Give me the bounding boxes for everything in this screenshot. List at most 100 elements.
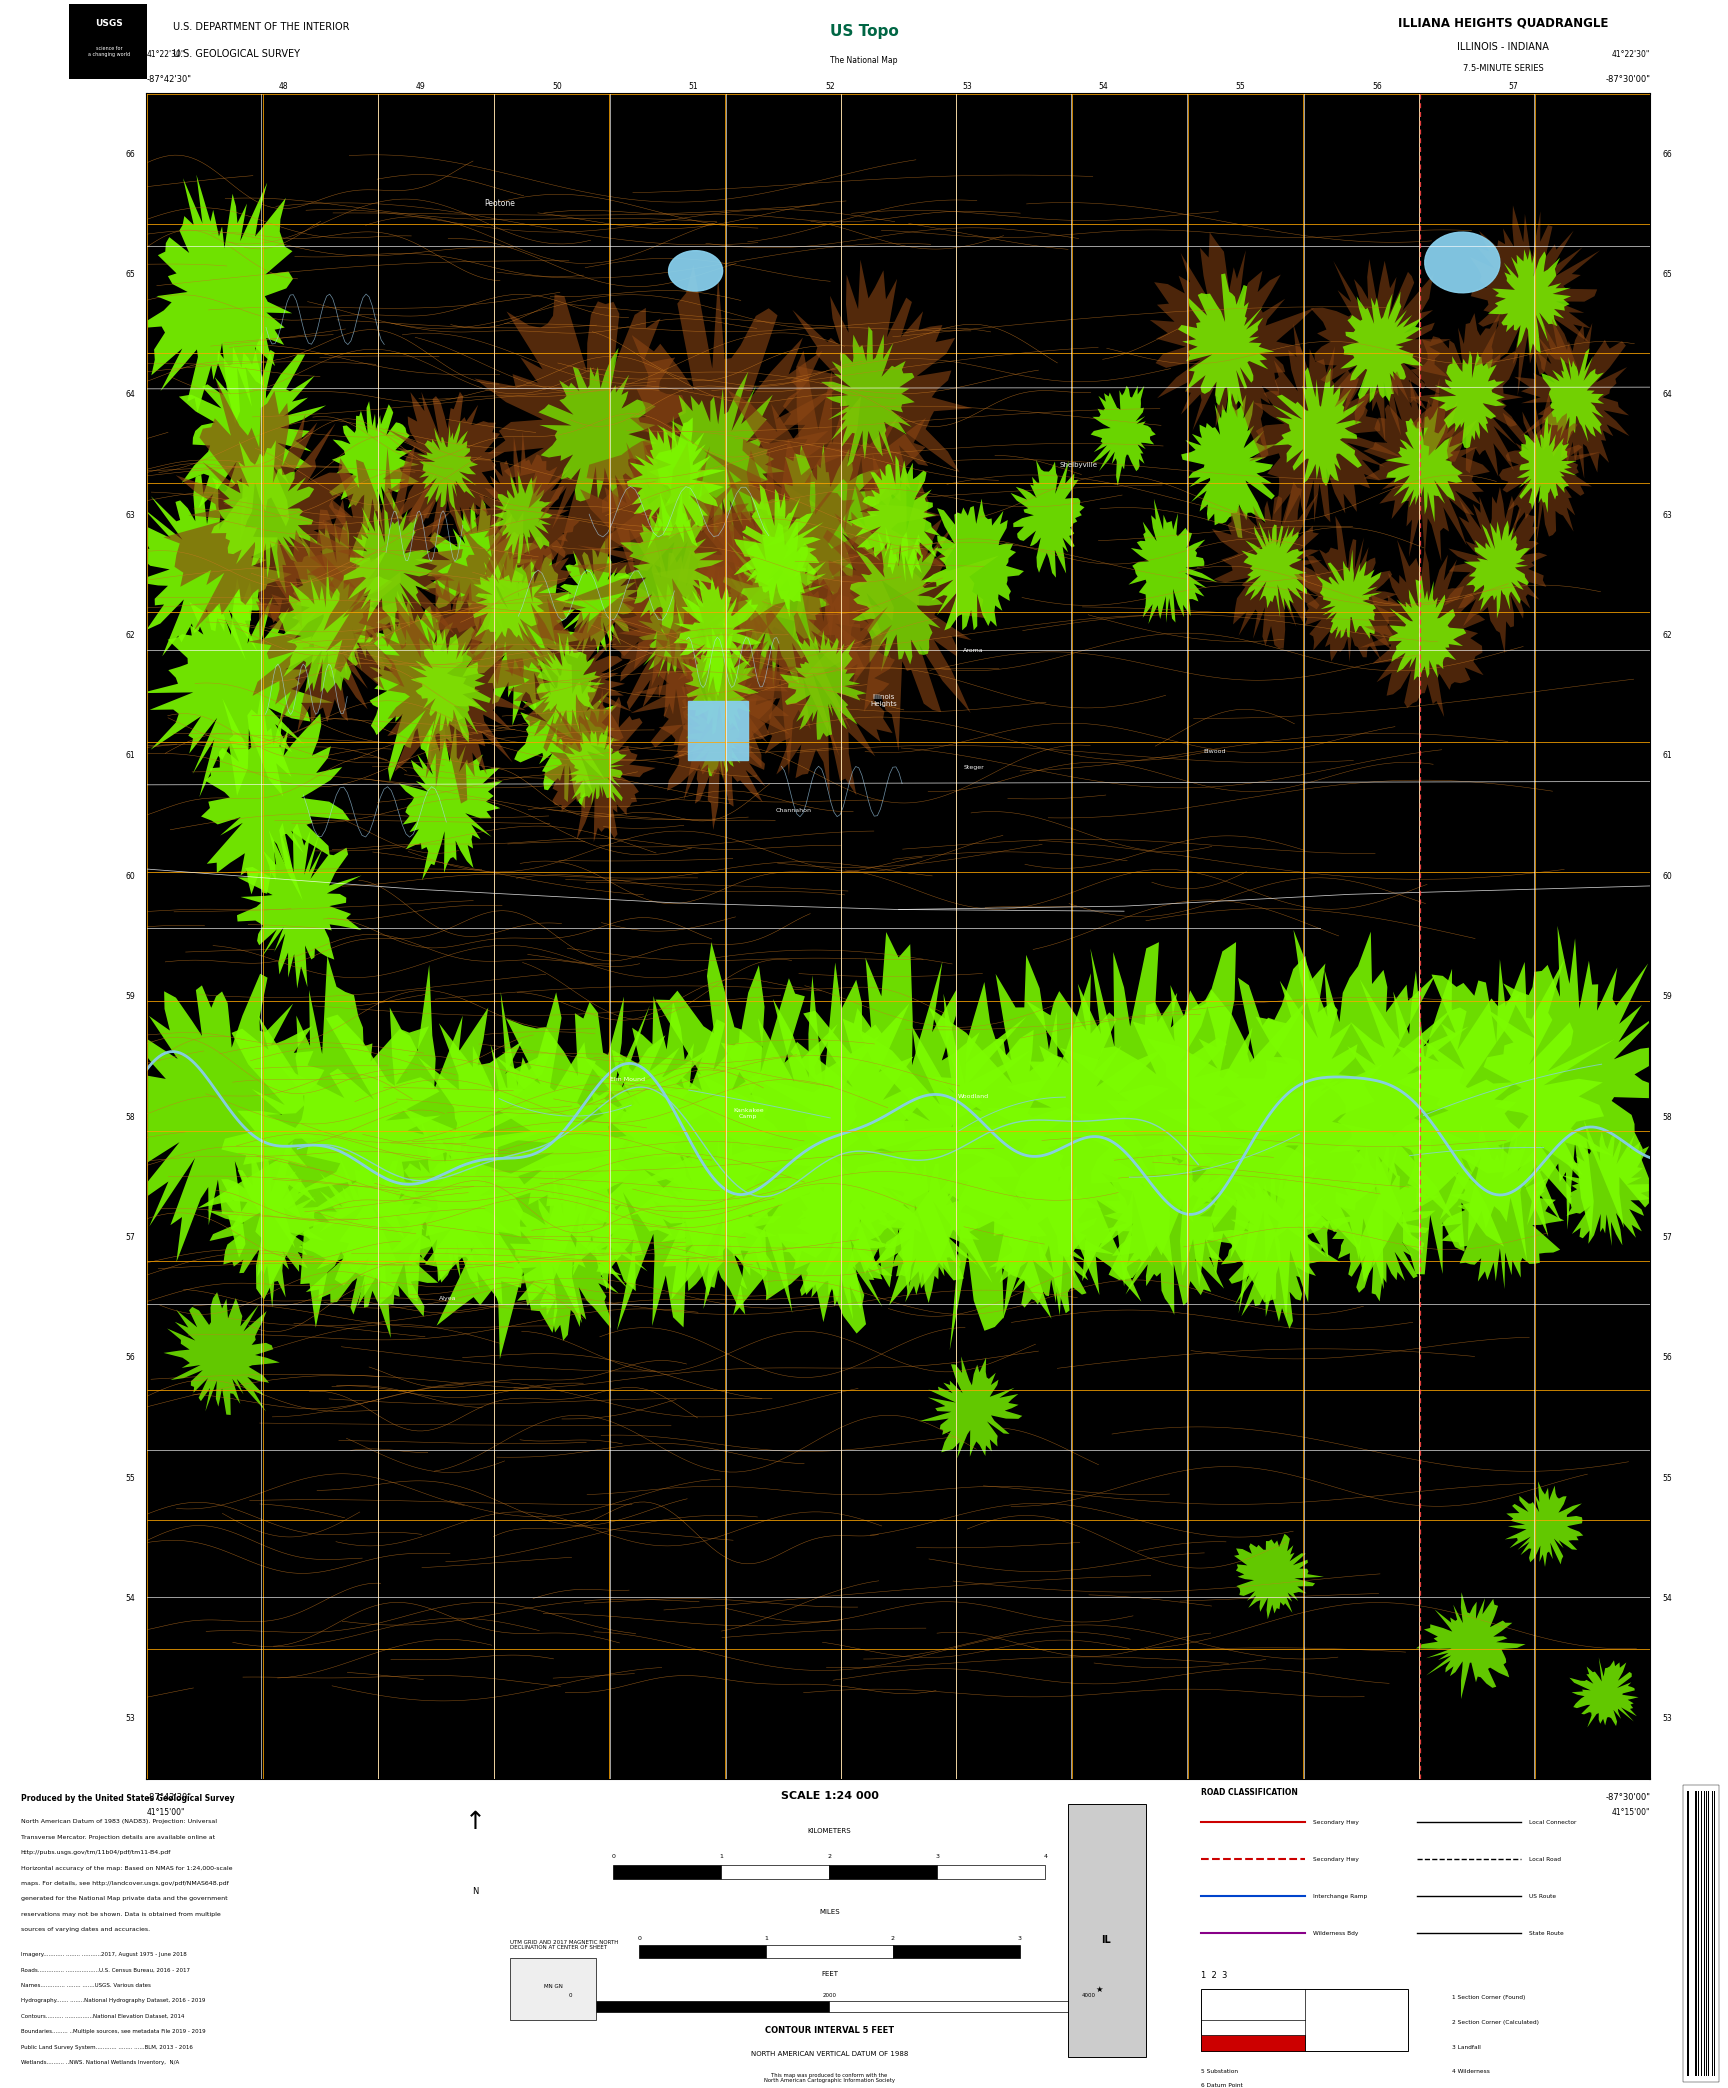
Bar xyxy=(829,2000,1089,2013)
Text: maps. For details, see http://landcover.usgs.gov/pdf/NMAS648.pdf: maps. For details, see http://landcover.… xyxy=(21,1881,228,1885)
Text: 64: 64 xyxy=(124,390,135,399)
Polygon shape xyxy=(902,954,1170,1320)
Polygon shape xyxy=(1360,541,1484,716)
Polygon shape xyxy=(473,996,729,1290)
Text: Contours.......... ................National Elevation Dataset, 2014: Contours.......... ................Natio… xyxy=(21,2013,185,2019)
Text: U.S. DEPARTMENT OF THE INTERIOR: U.S. DEPARTMENT OF THE INTERIOR xyxy=(173,21,349,31)
Polygon shape xyxy=(1317,549,1382,639)
Polygon shape xyxy=(363,591,480,781)
Polygon shape xyxy=(988,1144,1115,1313)
Polygon shape xyxy=(1128,499,1218,624)
Polygon shape xyxy=(1560,1119,1657,1247)
Polygon shape xyxy=(1090,386,1156,487)
Polygon shape xyxy=(662,1136,781,1315)
Polygon shape xyxy=(748,931,1052,1297)
Polygon shape xyxy=(197,956,449,1328)
Polygon shape xyxy=(1182,388,1277,539)
Text: 55: 55 xyxy=(124,1474,135,1482)
Text: ILLINOIS - INDIANA: ILLINOIS - INDIANA xyxy=(1457,42,1550,52)
Text: http://pubs.usgs.gov/tm/11b04/pdf/tm11-B4.pdf: http://pubs.usgs.gov/tm/11b04/pdf/tm11-B… xyxy=(21,1850,171,1854)
Polygon shape xyxy=(1272,367,1365,487)
Polygon shape xyxy=(1220,929,1474,1288)
Polygon shape xyxy=(527,996,795,1330)
Polygon shape xyxy=(1517,416,1578,514)
Text: 2: 2 xyxy=(892,1936,895,1942)
Polygon shape xyxy=(505,597,632,752)
Text: 53: 53 xyxy=(1662,1714,1673,1723)
Polygon shape xyxy=(1488,248,1571,355)
Text: Horizontal accuracy of the map: Based on NMAS for 1:24,000-scale: Horizontal accuracy of the map: Based on… xyxy=(21,1865,232,1871)
Text: ILLIANA HEIGHTS QUADRANGLE: ILLIANA HEIGHTS QUADRANGLE xyxy=(1398,17,1609,29)
Text: science for
a changing world: science for a changing world xyxy=(88,46,130,56)
Polygon shape xyxy=(556,537,639,658)
Text: Secondary Hwy: Secondary Hwy xyxy=(1313,1821,1360,1825)
Text: N: N xyxy=(472,1888,479,1896)
Bar xyxy=(613,1865,721,1879)
Polygon shape xyxy=(1211,482,1325,649)
Text: 59: 59 xyxy=(1662,992,1673,1000)
Polygon shape xyxy=(638,583,708,679)
Text: ★: ★ xyxy=(1096,1984,1102,1994)
Text: Channahon: Channahon xyxy=(776,808,812,812)
Polygon shape xyxy=(515,654,620,808)
Polygon shape xyxy=(537,633,605,733)
Polygon shape xyxy=(1441,1125,1564,1288)
Polygon shape xyxy=(164,380,375,643)
Polygon shape xyxy=(719,564,774,643)
Text: 54: 54 xyxy=(124,1593,135,1604)
Text: Interchange Ramp: Interchange Ramp xyxy=(1313,1894,1367,1898)
Text: Imagery............ ........ ...........2017, August 1975 - June 2018: Imagery............ ........ ...........… xyxy=(21,1952,187,1956)
Text: 41°15'00": 41°15'00" xyxy=(147,1808,185,1817)
Polygon shape xyxy=(764,443,886,595)
Text: 3 Landfall: 3 Landfall xyxy=(1452,2044,1481,2050)
Text: 62: 62 xyxy=(124,631,135,641)
Polygon shape xyxy=(631,570,797,800)
Text: Secondary Hwy: Secondary Hwy xyxy=(1313,1856,1360,1862)
Text: 1  2  3: 1 2 3 xyxy=(1201,1971,1227,1979)
Polygon shape xyxy=(401,992,648,1359)
Text: Roads............... ...................U.S. Census Bureau, 2016 - 2017: Roads............... ...................… xyxy=(21,1967,190,1973)
Polygon shape xyxy=(140,576,334,798)
Polygon shape xyxy=(1059,942,1339,1303)
Polygon shape xyxy=(473,294,693,589)
Polygon shape xyxy=(543,689,655,841)
Polygon shape xyxy=(306,445,463,672)
Text: Illinois
Heights: Illinois Heights xyxy=(871,693,897,708)
Text: -87°42'30": -87°42'30" xyxy=(147,1794,192,1802)
Polygon shape xyxy=(1149,232,1315,459)
Text: 50: 50 xyxy=(551,81,562,90)
Text: 62: 62 xyxy=(1662,631,1673,641)
Polygon shape xyxy=(384,393,505,539)
Polygon shape xyxy=(278,557,377,693)
Text: MN GN: MN GN xyxy=(544,1984,562,1988)
Polygon shape xyxy=(1471,205,1600,397)
Text: 60: 60 xyxy=(1662,873,1673,881)
Text: 58: 58 xyxy=(1662,1113,1673,1121)
Text: Kankakee
Camp: Kankakee Camp xyxy=(733,1109,764,1119)
Polygon shape xyxy=(1569,1658,1638,1727)
Bar xyxy=(639,1946,766,1959)
Bar xyxy=(1201,1990,1408,2050)
Polygon shape xyxy=(674,576,762,697)
Text: 1: 1 xyxy=(719,1854,724,1858)
Text: 41°22'30": 41°22'30" xyxy=(1612,50,1650,58)
Polygon shape xyxy=(783,259,973,535)
Text: 57: 57 xyxy=(124,1232,135,1242)
Polygon shape xyxy=(650,372,786,551)
Polygon shape xyxy=(1408,311,1522,476)
Polygon shape xyxy=(878,1153,982,1303)
Text: Peotone: Peotone xyxy=(486,198,515,209)
Text: 59: 59 xyxy=(124,992,135,1000)
Polygon shape xyxy=(617,491,724,635)
Text: Public Land Survey System............ ........ ......BLM, 2013 - 2016: Public Land Survey System............ ..… xyxy=(21,2044,192,2050)
Text: Transverse Mercator. Projection details are available online at: Transverse Mercator. Projection details … xyxy=(21,1835,214,1840)
Polygon shape xyxy=(1341,292,1424,403)
Text: 7.5-MINUTE SERIES: 7.5-MINUTE SERIES xyxy=(1464,65,1543,73)
Polygon shape xyxy=(563,441,772,702)
Text: 0: 0 xyxy=(612,1854,615,1858)
Text: 64: 64 xyxy=(1662,390,1673,399)
Text: 53: 53 xyxy=(124,1714,135,1723)
Polygon shape xyxy=(1415,1593,1526,1700)
Polygon shape xyxy=(200,693,351,900)
Polygon shape xyxy=(180,332,327,543)
